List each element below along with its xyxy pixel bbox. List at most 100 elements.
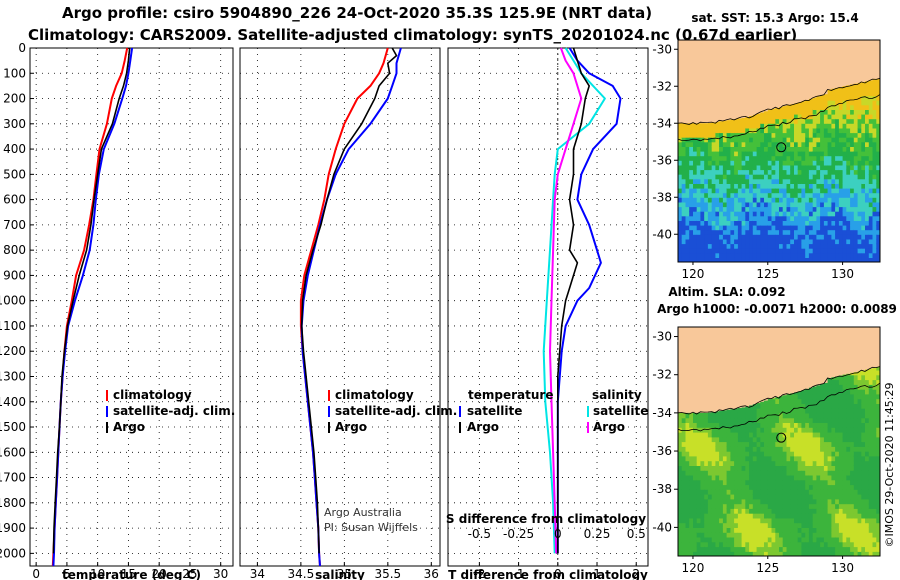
heatmap-cell xyxy=(693,474,698,481)
heatmap-cell xyxy=(797,132,802,138)
heatmap-cell xyxy=(707,137,713,143)
heatmap-cell xyxy=(741,422,746,428)
heatmap-cell xyxy=(850,248,855,254)
heatmap-cell xyxy=(707,427,713,433)
heatmap-cell xyxy=(835,220,840,226)
heatmap-cell xyxy=(823,192,829,198)
heatmap-cell xyxy=(797,234,802,240)
heatmap-cell xyxy=(760,522,765,528)
heatmap-cell xyxy=(678,517,683,524)
heatmap-cell xyxy=(857,541,862,548)
heatmap-cell xyxy=(779,234,784,240)
heatmap-cell xyxy=(726,215,731,221)
heatmap-cell xyxy=(850,151,855,157)
heatmap-cell xyxy=(681,164,686,171)
heatmap-cell xyxy=(767,164,773,171)
heatmap-cell xyxy=(696,220,701,226)
heatmap-cell xyxy=(827,498,832,505)
heatmap-cell xyxy=(767,517,773,524)
salinity-frame xyxy=(239,47,441,567)
heatmap-cell xyxy=(760,201,765,208)
heatmap-cell xyxy=(704,532,709,538)
heatmap-cell xyxy=(779,455,784,462)
heatmap-cell xyxy=(681,417,686,423)
heatmap-cell xyxy=(760,183,765,189)
heatmap-cell xyxy=(835,403,840,409)
heatmap-cell xyxy=(786,432,791,438)
heatmap-cell xyxy=(823,201,829,208)
heatmap-cell xyxy=(764,484,769,490)
heatmap-cell xyxy=(857,479,862,486)
heatmap-cell xyxy=(790,229,795,235)
heatmap-cell xyxy=(846,188,851,194)
heatmap-cell xyxy=(685,422,690,428)
heatmap-cell xyxy=(782,169,787,175)
heatmap-cell xyxy=(865,551,870,556)
heatmap-cell xyxy=(707,460,713,466)
heatmap-cell xyxy=(715,436,720,443)
heatmap-cell xyxy=(831,151,836,157)
heatmap-cell xyxy=(767,470,773,476)
heatmap-cell xyxy=(827,379,832,385)
heatmap-cell xyxy=(693,522,698,528)
heatmap-cell xyxy=(756,238,761,245)
heatmap-cell xyxy=(861,374,866,381)
heatmap-cell xyxy=(734,174,739,180)
heatmap-cell xyxy=(745,137,750,143)
heatmap-cell xyxy=(868,408,874,414)
heatmap-cell xyxy=(771,127,776,134)
heatmap-cell xyxy=(835,376,840,381)
heatmap-cell xyxy=(786,206,791,212)
heatmap-cell xyxy=(726,197,731,203)
heatmap-cell xyxy=(737,164,743,171)
heatmap-cell xyxy=(681,513,686,519)
heatmap-cell xyxy=(794,427,799,433)
heatmap-cell xyxy=(779,470,784,476)
heatmap-cell xyxy=(782,123,787,129)
heatmap-cell xyxy=(726,151,731,157)
heatmap-cell xyxy=(685,446,690,452)
heatmap-cell xyxy=(722,517,728,524)
heatmap-cell xyxy=(782,546,787,552)
heatmap-cell xyxy=(794,132,799,138)
heatmap-cell xyxy=(812,160,817,166)
heatmap-cell xyxy=(790,160,795,166)
heatmap-cell xyxy=(790,104,795,110)
heatmap-cell xyxy=(722,160,728,166)
heatmap-cell xyxy=(831,508,836,514)
heatmap-cell xyxy=(786,508,791,514)
heatmap-cell xyxy=(827,155,832,161)
heatmap-cell xyxy=(808,527,814,533)
heatmap-cell xyxy=(842,192,847,198)
heatmap-cell xyxy=(704,155,709,161)
heatmap-cell xyxy=(711,541,716,548)
heatmap-cell xyxy=(726,536,731,543)
heatmap-cell xyxy=(816,137,821,143)
heatmap-cell xyxy=(681,455,686,462)
heatmap-cell xyxy=(745,532,750,538)
heatmap-cell xyxy=(868,248,874,254)
heatmap-cell xyxy=(805,551,810,556)
heatmap-cell xyxy=(689,451,694,457)
heatmap-cell xyxy=(715,451,720,457)
heatmap-cell xyxy=(786,164,791,171)
heatmap-cell xyxy=(786,238,791,245)
heatmap-cell xyxy=(685,522,690,528)
heatmap-cell xyxy=(812,513,817,519)
heatmap-cell xyxy=(693,422,698,428)
heatmap-cell xyxy=(794,393,799,400)
heatmap-cell xyxy=(790,508,795,514)
heatmap-cell xyxy=(737,503,743,509)
heatmap-cell xyxy=(853,389,859,395)
heatmap-cell xyxy=(726,201,731,208)
heatmap-cell xyxy=(850,225,855,231)
heatmap-cell xyxy=(782,465,787,471)
heatmap-cell xyxy=(741,137,746,143)
heatmap-cell xyxy=(741,460,746,466)
heatmap-cell xyxy=(846,470,851,476)
heatmap-cell xyxy=(767,132,773,138)
heatmap-cell xyxy=(801,460,806,466)
heatmap-cell xyxy=(835,164,840,171)
heatmap-cell xyxy=(865,455,870,462)
heatmap-cell xyxy=(779,155,784,161)
